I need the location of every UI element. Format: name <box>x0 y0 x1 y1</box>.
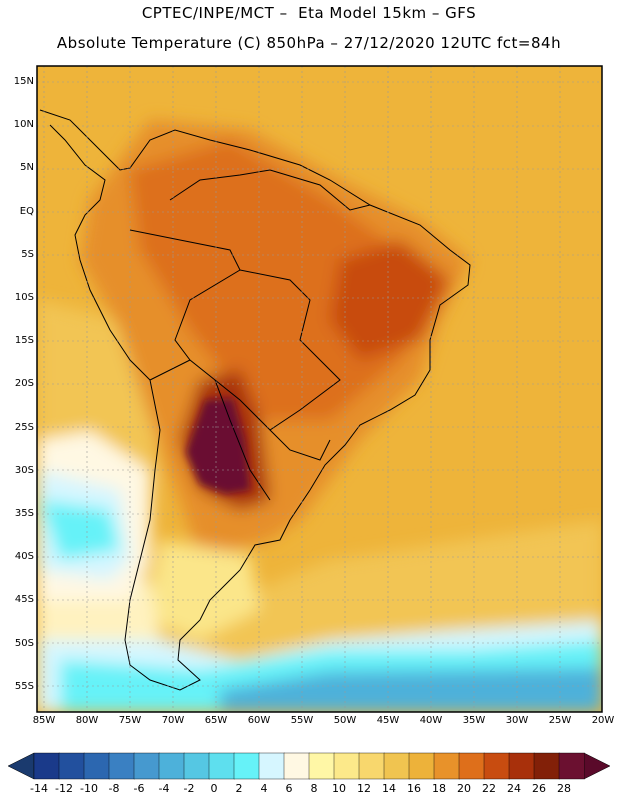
graticule <box>37 66 602 712</box>
colorbar-label: 24 <box>507 782 521 795</box>
colorbar-segment <box>208 752 235 780</box>
colorbar-label: -12 <box>55 782 73 795</box>
colorbar-segment <box>358 752 385 780</box>
lon-label: 55W <box>290 715 314 726</box>
colorbar-label: 18 <box>432 782 446 795</box>
lat-label: 15N <box>13 76 34 87</box>
colorbar-label: -4 <box>158 782 170 795</box>
colorbar-label: 20 <box>457 782 471 795</box>
colorbar-label: 28 <box>557 782 571 795</box>
colorbar-segment <box>458 752 485 780</box>
lat-label: 5S <box>21 248 34 260</box>
title-line-1: CPTEC/INPE/MCT – Eta Model 15km – GFS <box>141 4 477 22</box>
lon-label: 25W <box>548 715 572 726</box>
colorbar-label: 2 <box>235 782 243 795</box>
colorbar-label: 4 <box>260 782 268 795</box>
lon-label: 60W <box>247 715 271 726</box>
lat-label: 45S <box>14 594 34 606</box>
colorbar-segment <box>133 752 160 780</box>
colorbar-segment <box>483 752 510 780</box>
lon-label: 20W <box>591 715 615 726</box>
colorbar-segment <box>433 752 460 780</box>
lat-label: 20S <box>14 378 34 390</box>
lon-label: 50W <box>333 715 357 726</box>
colorbar-segment <box>283 752 310 780</box>
colorbar-segment <box>258 752 285 780</box>
colorbar-segment <box>83 752 110 780</box>
lat-label: 15S <box>14 335 34 347</box>
lat-label: 35S <box>14 508 34 519</box>
colorbar-label: -8 <box>108 782 120 795</box>
lat-label: EQ <box>19 205 34 217</box>
colorbar-segment <box>558 752 585 780</box>
colorbar-label: 22 <box>482 782 496 795</box>
coastlines <box>39 109 471 691</box>
lat-label: 40S <box>14 551 34 563</box>
lon-label: 70W <box>161 715 185 726</box>
colorbar-segment <box>383 752 410 780</box>
lon-label: 30W <box>505 715 529 726</box>
lon-label: 85W <box>32 715 56 726</box>
colorbar-segment <box>308 752 335 780</box>
colorbar-label: 12 <box>357 782 371 795</box>
lat-label: 30S <box>14 464 34 476</box>
colorbar-high-arrow <box>583 752 611 780</box>
colorbar-segment <box>33 752 60 780</box>
colorbar-label: 26 <box>532 782 546 795</box>
lon-label: 40W <box>419 715 443 726</box>
lat-label: 10S <box>14 292 34 303</box>
colorbar-label: -2 <box>183 782 195 795</box>
colorbar-segment <box>508 752 535 780</box>
colorbar-segment <box>333 752 360 780</box>
colorbar-segment <box>233 752 260 780</box>
lon-label: 80W <box>75 715 99 726</box>
colorbar-label: 0 <box>210 782 218 795</box>
lon-label: 35W <box>462 715 486 726</box>
plot-frame <box>36 65 603 713</box>
colorbar-label: -14 <box>30 782 48 795</box>
colorbar-segment <box>58 752 85 780</box>
colorbar-label: 6 <box>285 782 293 795</box>
colorbar-segment <box>533 752 560 780</box>
temperature-field <box>37 66 602 712</box>
colorbar-low-arrow <box>7 752 35 780</box>
lon-label: 45W <box>376 715 400 726</box>
lon-label: 75W <box>118 715 142 726</box>
lon-label: 65W <box>204 715 228 726</box>
colorbar-segment <box>183 752 210 780</box>
colorbar-segment <box>158 752 185 780</box>
lat-label: 10N <box>13 119 34 131</box>
lat-label: 25S <box>14 421 34 433</box>
title-line-2: Absolute Temperature (C) 850hPa – 27/12/… <box>56 34 562 52</box>
lat-label: 55S <box>14 680 34 692</box>
colorbar-segment <box>108 752 135 780</box>
colorbar-label: -6 <box>133 782 145 795</box>
colorbar <box>7 752 611 780</box>
colorbar-label: 10 <box>332 782 346 795</box>
colorbar-label: -10 <box>80 782 98 795</box>
colorbar-label: 14 <box>382 782 396 795</box>
lat-label: 50S <box>14 637 34 649</box>
colorbar-label: 8 <box>310 782 318 795</box>
colorbar-label: 16 <box>407 782 421 795</box>
lat-label: 5N <box>20 162 34 174</box>
colorbar-segment <box>408 752 435 780</box>
